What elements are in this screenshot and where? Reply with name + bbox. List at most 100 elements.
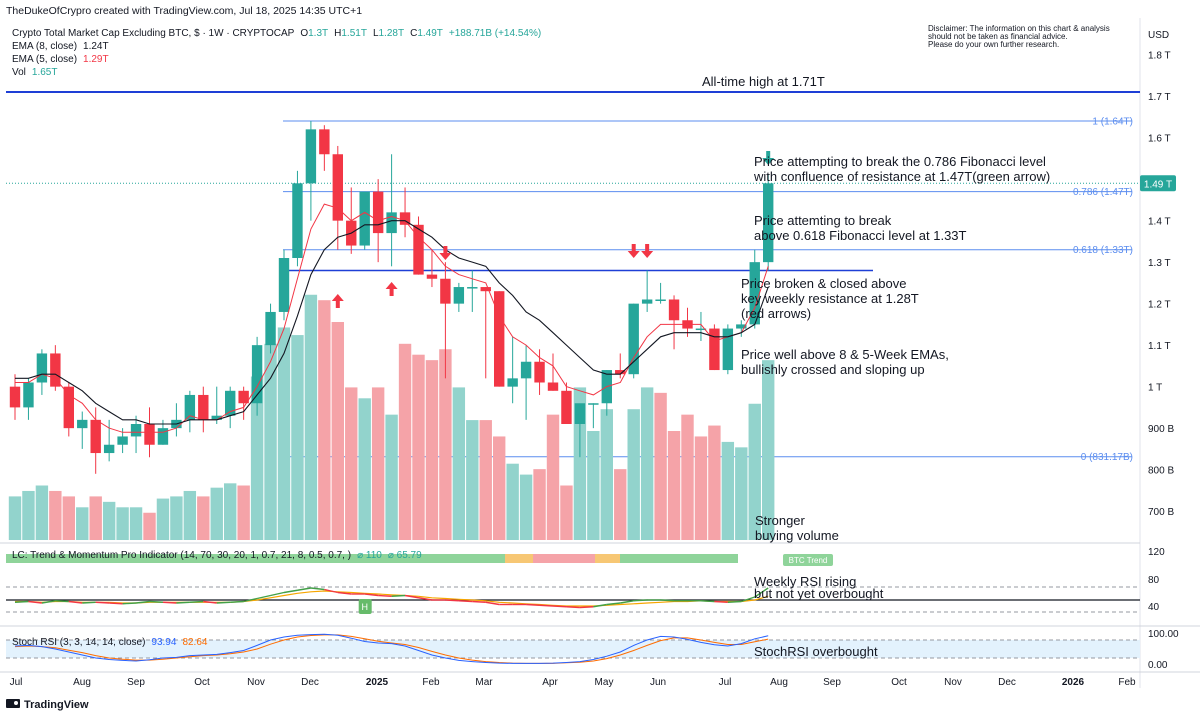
- candle[interactable]: [655, 282, 666, 304]
- candle-body: [292, 183, 303, 258]
- candle[interactable]: [467, 270, 478, 312]
- candle[interactable]: [225, 386, 236, 429]
- volume-bar: [721, 441, 735, 540]
- candle[interactable]: [413, 216, 424, 275]
- candle[interactable]: [440, 262, 451, 379]
- volume-bar: [62, 496, 75, 540]
- candle[interactable]: [628, 303, 639, 379]
- candle[interactable]: [130, 415, 142, 454]
- disclaimer-line-3: Please do your own further research.: [928, 40, 1059, 49]
- volume-bar: [304, 294, 318, 540]
- rsi-segment: [727, 600, 742, 603]
- candle[interactable]: [251, 336, 263, 416]
- rsi-segment: [203, 600, 217, 604]
- candle[interactable]: [90, 407, 101, 474]
- rsi-segment: [418, 597, 433, 601]
- candle[interactable]: [763, 175, 774, 271]
- candle[interactable]: [103, 419, 115, 462]
- volume-bar: [600, 409, 613, 540]
- candle[interactable]: [494, 291, 505, 387]
- candle[interactable]: [480, 287, 491, 379]
- candle[interactable]: [36, 349, 48, 395]
- candle[interactable]: [547, 353, 559, 391]
- candle[interactable]: [722, 324, 734, 375]
- candle[interactable]: [426, 249, 438, 288]
- candle[interactable]: [238, 386, 249, 420]
- lc-indicator-pane[interactable]: BTC Trend LC: Trend & Momentum Pro Indica…: [6, 550, 833, 566]
- candle[interactable]: [292, 170, 303, 267]
- candle[interactable]: [507, 336, 518, 404]
- candle-body: [399, 212, 411, 225]
- ema8-legend[interactable]: EMA (8, close) 1.24T: [12, 41, 109, 52]
- candle-body: [278, 258, 290, 312]
- volume-legend[interactable]: Vol 1.65T: [12, 67, 57, 78]
- volume-bars: [8, 294, 775, 540]
- time-tick-label: Nov: [247, 677, 265, 688]
- red-down-arrow-icon: [439, 246, 452, 260]
- candle[interactable]: [50, 345, 61, 391]
- candle[interactable]: [211, 386, 222, 424]
- candle[interactable]: [23, 378, 34, 420]
- rsi-segment: [109, 602, 123, 605]
- candle[interactable]: [278, 249, 290, 321]
- candle[interactable]: [641, 270, 653, 312]
- candle[interactable]: [265, 303, 276, 354]
- time-tick-label: Dec: [998, 677, 1016, 688]
- candle[interactable]: [453, 282, 465, 312]
- candle[interactable]: [668, 295, 680, 350]
- rsi-segment: [41, 600, 56, 604]
- candle[interactable]: [749, 249, 760, 329]
- rsi-segment: [55, 600, 69, 603]
- stoch-legend[interactable]: Stoch RSI (3, 3, 14, 14, close) 93.94 82.6…: [12, 637, 208, 648]
- candle[interactable]: [305, 121, 317, 221]
- volume-bar: [89, 496, 102, 540]
- candle[interactable]: [332, 145, 343, 250]
- volume-bar: [143, 512, 156, 540]
- candle-body: [426, 274, 438, 279]
- time-tick-label: Mar: [475, 677, 493, 688]
- symbol-title[interactable]: Crypto Total Market Cap Excluding BTC, $…: [12, 28, 541, 39]
- volume-bar: [681, 414, 694, 540]
- tradingview-logo-icon[interactable]: [6, 699, 20, 708]
- candle[interactable]: [736, 320, 747, 337]
- candle-body: [534, 361, 545, 383]
- candle[interactable]: [184, 390, 196, 433]
- last-price-badge: [1140, 175, 1176, 192]
- candle-body: [413, 224, 424, 275]
- candle-body: [655, 299, 666, 301]
- candle[interactable]: [198, 386, 209, 433]
- candle[interactable]: [386, 154, 397, 267]
- rsi-segment: [122, 602, 137, 605]
- candle[interactable]: [574, 403, 586, 458]
- candle-body: [736, 324, 747, 329]
- lc-indicator-legend[interactable]: LC: Trend & Momentum Pro Indicator (14, …: [12, 550, 422, 561]
- candle[interactable]: [561, 382, 572, 425]
- candle[interactable]: [709, 324, 720, 371]
- candle[interactable]: [319, 125, 330, 171]
- ath-label: All-time high at 1.71T: [702, 74, 825, 89]
- volume-bar: [385, 414, 398, 540]
- candle[interactable]: [359, 191, 370, 250]
- candle[interactable]: [695, 311, 707, 341]
- tradingview-brand[interactable]: TradingView: [24, 699, 89, 711]
- rsi-segment: [472, 600, 486, 603]
- candle[interactable]: [534, 349, 545, 395]
- red-up-arrow-icon: [385, 282, 398, 296]
- note-resistance: key weekly resistance at 1.28T: [741, 291, 919, 306]
- candle[interactable]: [63, 382, 74, 437]
- price-tick-label: 800 B: [1148, 466, 1174, 477]
- candle[interactable]: [77, 411, 88, 449]
- candle[interactable]: [9, 374, 21, 420]
- time-axis[interactable]: Jul Aug Sep Oct Nov Dec 2025 Feb Mar Apr May Jun Jul…: [10, 677, 1136, 688]
- ema5-legend[interactable]: EMA (5, close) 1.29T: [12, 54, 109, 65]
- price-axis[interactable]: 1.8 T1.7 T1.6 T1.5 T1.4 T1.3 T1.2 T1.1 T…: [1140, 51, 1176, 519]
- candle[interactable]: [520, 345, 532, 420]
- currency-label[interactable]: USD: [1148, 30, 1169, 41]
- candle[interactable]: [588, 403, 599, 429]
- candle-body: [265, 311, 276, 346]
- time-tick-label: Apr: [542, 677, 558, 688]
- candle[interactable]: [399, 187, 411, 238]
- stoch-rsi-pane[interactable]: 100.00 0.00 Stoch RSI (3, 3, 14, 14, close…: [6, 629, 1179, 671]
